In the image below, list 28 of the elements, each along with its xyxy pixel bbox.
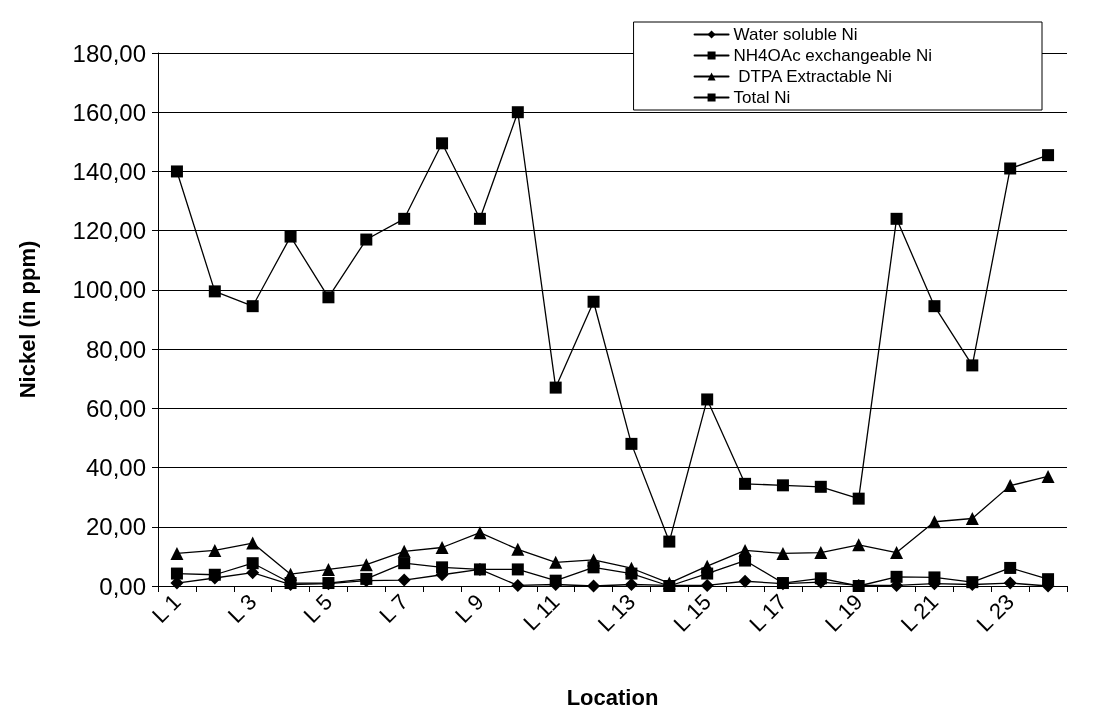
y-tick-label: 0,00 <box>99 572 146 600</box>
y-tick-label: 140,00 <box>72 157 146 185</box>
x-tick-label: L 9 <box>450 589 489 628</box>
y-tick-label: 60,00 <box>85 394 146 422</box>
y-axis-title: Nickel (in ppm) <box>14 240 40 399</box>
x-tick-label: L 1 <box>147 589 186 628</box>
legend-label: Water soluble Ni <box>733 25 858 44</box>
x-tick-label: L 13 <box>592 589 641 637</box>
y-tick-label: 120,00 <box>72 217 146 245</box>
x-tick-label: L 11 <box>518 589 565 636</box>
x-tick-label: L 7 <box>374 589 414 628</box>
x-axis-title: Location <box>566 684 659 710</box>
x-tick-label: L 23 <box>971 589 1020 637</box>
y-tick-label: 160,00 <box>72 98 146 126</box>
legend-label: Total Ni <box>733 88 791 107</box>
y-tick-label: 180,00 <box>72 39 146 67</box>
legend-label: DTPA Extractable Ni <box>733 67 892 86</box>
y-tick-label: 80,00 <box>85 335 146 363</box>
y-tick-label: 20,00 <box>85 513 146 541</box>
x-tick-label: L 17 <box>744 589 792 637</box>
x-tick-label: L 5 <box>298 589 338 628</box>
y-tick-label: 100,00 <box>72 276 146 304</box>
x-tick-label: L 15 <box>668 589 717 637</box>
legend-label: NH4OAc exchangeable Ni <box>733 46 933 65</box>
x-tick-label: L 21 <box>895 589 944 637</box>
x-tick-label: L 3 <box>222 589 262 628</box>
x-tick-label: L 19 <box>820 589 868 637</box>
y-tick-label: 40,00 <box>85 454 146 482</box>
